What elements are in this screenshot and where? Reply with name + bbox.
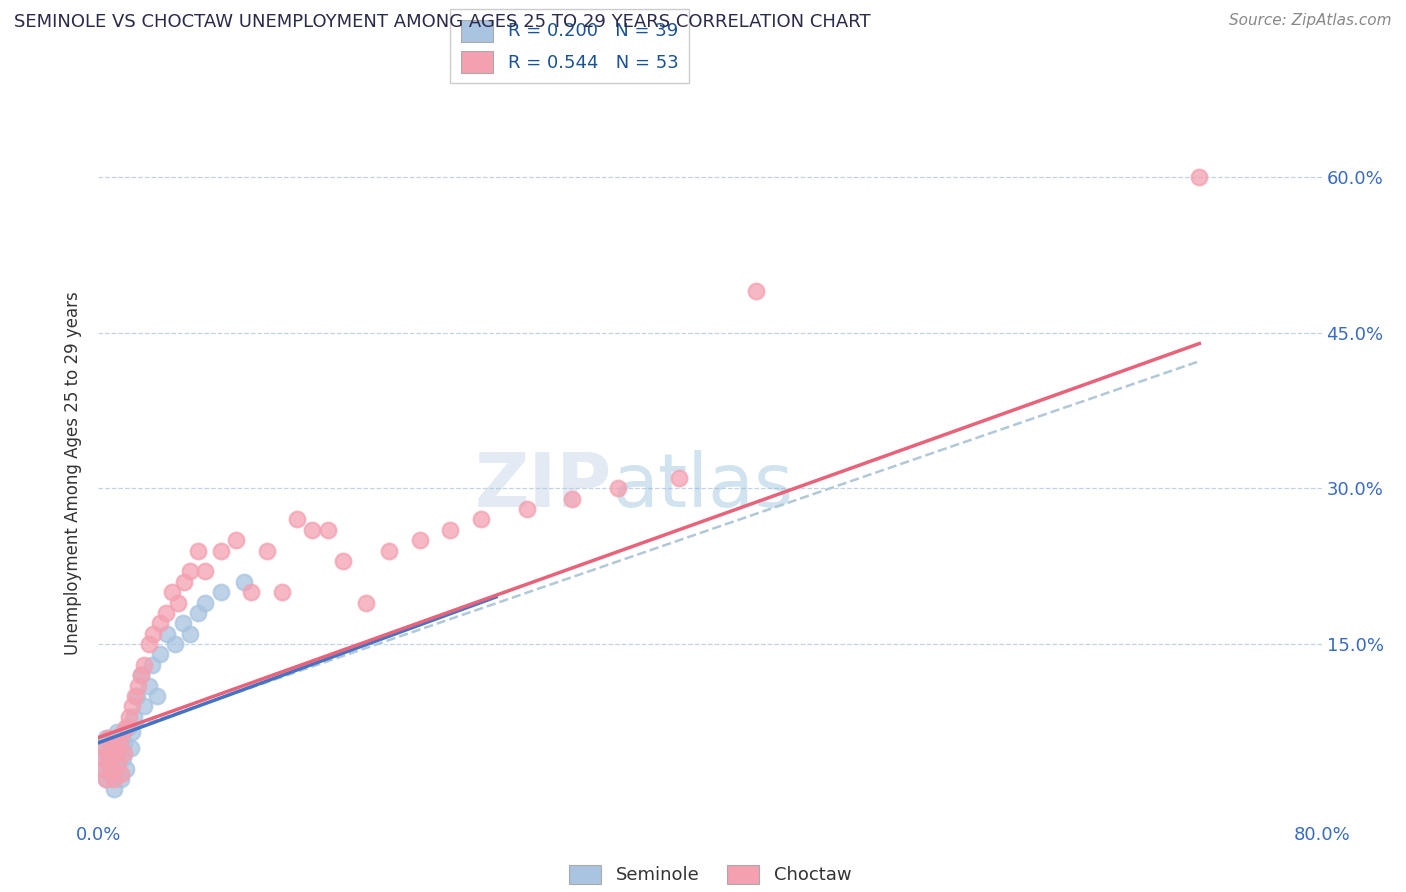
Point <box>745 284 768 298</box>
Point <box>100 767 122 781</box>
Point <box>561 491 583 506</box>
Point <box>110 731 132 745</box>
Point <box>187 606 209 620</box>
Point <box>105 725 128 739</box>
Point <box>179 565 201 579</box>
Point <box>101 741 124 756</box>
Point <box>122 710 145 724</box>
Point <box>124 689 146 703</box>
Point <box>301 523 323 537</box>
Point <box>149 616 172 631</box>
Point <box>194 565 217 579</box>
Point <box>110 772 132 786</box>
Point <box>1188 169 1211 184</box>
Point <box>121 725 143 739</box>
Point <box>142 626 165 640</box>
Point <box>354 596 377 610</box>
Point <box>112 746 135 760</box>
Point <box>316 523 339 537</box>
Point <box>91 762 114 776</box>
Point <box>91 751 114 765</box>
Legend: Seminole, Choctaw: Seminole, Choctaw <box>561 857 859 892</box>
Point <box>103 782 125 797</box>
Point <box>160 585 183 599</box>
Point <box>110 767 132 781</box>
Point <box>107 746 129 760</box>
Point <box>225 533 247 548</box>
Y-axis label: Unemployment Among Ages 25 to 29 years: Unemployment Among Ages 25 to 29 years <box>65 291 83 655</box>
Point <box>103 772 125 786</box>
Point <box>149 648 172 662</box>
Point <box>163 637 186 651</box>
Point <box>145 689 167 703</box>
Point <box>173 574 195 589</box>
Point <box>240 585 263 599</box>
Point <box>194 596 217 610</box>
Point <box>209 585 232 599</box>
Point <box>104 731 127 745</box>
Text: Source: ZipAtlas.com: Source: ZipAtlas.com <box>1229 13 1392 29</box>
Point <box>172 616 194 631</box>
Point <box>115 762 138 776</box>
Point <box>332 554 354 568</box>
Point <box>232 574 254 589</box>
Point <box>94 772 117 786</box>
Point <box>103 741 125 756</box>
Point <box>470 512 492 526</box>
Text: atlas: atlas <box>612 450 793 524</box>
Point <box>607 481 630 495</box>
Point <box>100 762 122 776</box>
Point <box>134 699 156 714</box>
Point <box>105 746 128 760</box>
Point <box>112 736 135 750</box>
Point <box>115 720 138 734</box>
Point <box>108 736 131 750</box>
Point <box>439 523 461 537</box>
Point <box>93 741 115 756</box>
Point <box>90 751 112 765</box>
Point <box>100 736 122 750</box>
Point <box>94 731 117 745</box>
Point <box>90 741 112 756</box>
Point <box>93 762 115 776</box>
Point <box>118 710 141 724</box>
Point <box>179 626 201 640</box>
Point <box>98 751 121 765</box>
Point <box>408 533 430 548</box>
Text: SEMINOLE VS CHOCTAW UNEMPLOYMENT AMONG AGES 25 TO 29 YEARS CORRELATION CHART: SEMINOLE VS CHOCTAW UNEMPLOYMENT AMONG A… <box>14 13 870 31</box>
Point <box>111 751 134 765</box>
Point <box>285 512 308 526</box>
Point <box>127 679 149 693</box>
Point <box>97 746 120 760</box>
Point <box>101 751 124 765</box>
Point <box>138 637 160 651</box>
Point <box>141 657 163 672</box>
Point <box>668 471 690 485</box>
Text: ZIP: ZIP <box>475 450 612 524</box>
Point <box>134 657 156 672</box>
Point <box>94 772 117 786</box>
Point <box>138 679 160 693</box>
Point <box>256 543 278 558</box>
Point <box>97 731 120 745</box>
Point <box>98 756 121 771</box>
Point <box>125 689 148 703</box>
Point <box>121 699 143 714</box>
Point <box>378 543 401 558</box>
Point <box>120 741 142 756</box>
Point <box>129 668 152 682</box>
Point <box>129 668 152 682</box>
Point <box>187 543 209 558</box>
Point <box>270 585 292 599</box>
Point <box>111 725 134 739</box>
Point <box>103 762 125 776</box>
Point <box>209 543 232 558</box>
Point <box>107 756 129 771</box>
Point <box>156 626 179 640</box>
Point <box>167 596 190 610</box>
Point <box>516 502 538 516</box>
Point <box>118 720 141 734</box>
Point <box>155 606 177 620</box>
